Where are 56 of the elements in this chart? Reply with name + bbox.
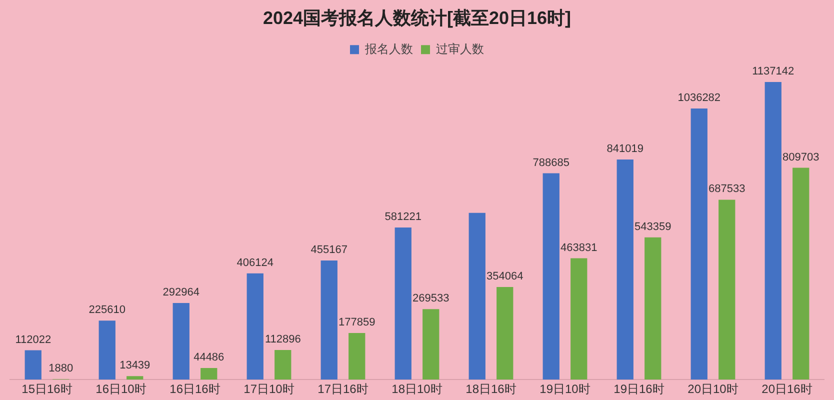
data-label: 292964 (162, 286, 200, 298)
bar (200, 368, 218, 380)
x-tick-label: 19日16时 (614, 382, 664, 396)
data-label: 406124 (236, 256, 274, 269)
bar (274, 350, 292, 380)
bar (718, 200, 736, 380)
data-label: 112896 (264, 334, 301, 346)
bar (542, 173, 560, 380)
x-tick-label: 17日16时 (318, 382, 368, 396)
bar (468, 212, 486, 380)
bar (24, 350, 42, 380)
legend-label: 报名人数 (364, 42, 413, 56)
x-tick-label: 17日10时 (244, 382, 294, 396)
x-tick-label: 20日10时 (688, 382, 738, 396)
x-tick-label: 20日16时 (762, 382, 812, 396)
x-tick-label: 18日10时 (392, 382, 442, 396)
data-label: 13439 (120, 360, 150, 372)
bar (690, 108, 708, 380)
bar (172, 302, 190, 380)
data-label: 463831 (560, 242, 598, 254)
data-label: 1036282 (678, 92, 721, 104)
bar (792, 168, 810, 380)
bar (616, 160, 634, 380)
data-label: 455167 (310, 244, 348, 256)
bar (764, 82, 782, 380)
data-label: 788685 (532, 156, 570, 169)
data-label: 269533 (412, 292, 450, 305)
bar (422, 309, 440, 380)
bar (496, 286, 514, 380)
x-tick-label: 19日10时 (540, 382, 590, 396)
bar (348, 333, 366, 380)
data-label: 809703 (782, 151, 820, 164)
bar (246, 273, 264, 380)
data-label: 354064 (486, 270, 524, 282)
bar (98, 320, 116, 380)
bar (126, 376, 144, 380)
data-label: 112022 (15, 334, 52, 346)
data-label: 687533 (708, 183, 746, 196)
bar (644, 237, 662, 380)
data-label: 543359 (634, 220, 672, 233)
x-tick-label: 16日10时 (96, 382, 146, 396)
chart-title: 2024国考报名人数统计[截至20日16时] (262, 8, 572, 28)
x-tick-label: 15日16时 (22, 382, 72, 396)
data-label: 1137142 (752, 66, 794, 78)
data-label: 841019 (606, 143, 644, 156)
data-label: 225610 (88, 304, 126, 316)
data-label: 44486 (194, 351, 224, 364)
legend-label: 过审人数 (436, 42, 484, 56)
data-label: 581221 (384, 211, 422, 224)
data-label: 177859 (338, 316, 376, 329)
x-tick-label: 16日16时 (170, 382, 220, 396)
data-label: 1880 (48, 362, 74, 375)
x-tick-label: 18日16时 (466, 382, 516, 396)
bar (320, 260, 338, 380)
bar (570, 258, 588, 380)
bar (394, 228, 412, 380)
